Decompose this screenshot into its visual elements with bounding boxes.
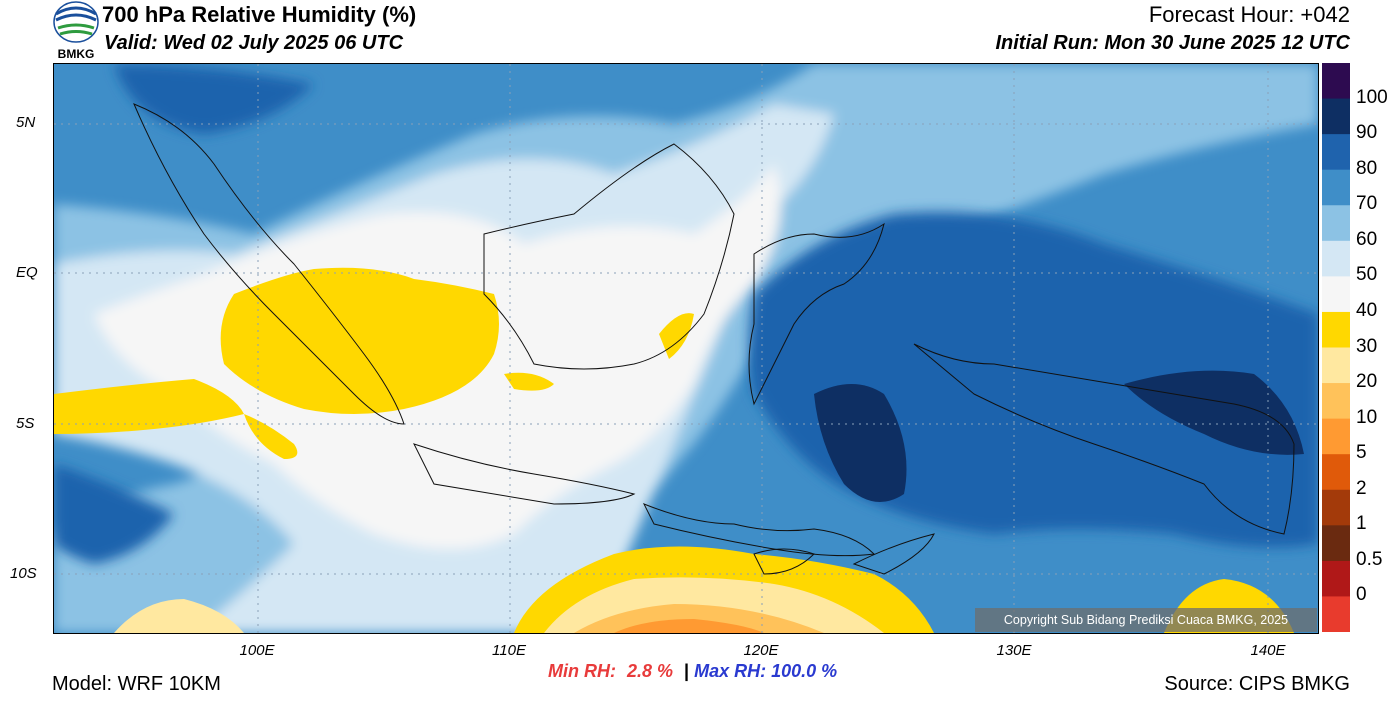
colorbar-swatch bbox=[1322, 240, 1350, 277]
valid-time: Valid: Wed 02 July 2025 06 UTC bbox=[104, 32, 404, 54]
colorbar-tick-label: 30 bbox=[1356, 335, 1378, 357]
colorbar-tick-label: 70 bbox=[1356, 193, 1378, 215]
colorbar-swatches bbox=[1322, 63, 1350, 633]
colorbar-swatch bbox=[1322, 347, 1350, 384]
copyright-notice: Copyright Sub Bidang Prediksi Cuaca BMKG… bbox=[975, 608, 1317, 632]
colorbar-swatch bbox=[1322, 418, 1350, 455]
bmkg-logo: BMKG bbox=[52, 0, 100, 61]
rh-stats: Min RH: 2.8 % | Max RH: 100.0 % bbox=[548, 661, 837, 682]
lon-label-140e: 140E bbox=[1250, 642, 1286, 659]
colorbar-tick-label: 5 bbox=[1356, 442, 1367, 464]
dry-patch-c bbox=[659, 313, 694, 359]
lat-label-10s: 10S bbox=[10, 565, 37, 582]
humidity-map bbox=[53, 63, 1319, 634]
source-info: Source: CIPS BMKG bbox=[1164, 673, 1350, 695]
dry-area-indian-ocean bbox=[54, 379, 244, 434]
colorbar-swatch bbox=[1322, 596, 1350, 633]
lat-label-eq: EQ bbox=[16, 264, 38, 281]
lon-label-130e: 130E bbox=[996, 642, 1032, 659]
dry-5-10 bbox=[614, 619, 764, 633]
initial-run: Initial Run: Mon 30 June 2025 12 UTC bbox=[995, 32, 1350, 54]
lat-label-5s: 5S bbox=[16, 415, 35, 432]
colorbar-swatch bbox=[1322, 98, 1350, 135]
rh-band-80-90-west bbox=[54, 464, 174, 564]
dry-patch-b bbox=[504, 372, 554, 391]
chart-title: 700 hPa Relative Humidity (%) bbox=[102, 2, 417, 27]
colorbar-swatch bbox=[1322, 489, 1350, 526]
colorbar-swatch bbox=[1322, 525, 1350, 562]
colorbar-swatch bbox=[1322, 383, 1350, 420]
colorbar-tick-label: 2 bbox=[1356, 477, 1367, 499]
colorbar-swatch bbox=[1322, 454, 1350, 491]
rh-band-80-90-north bbox=[114, 64, 314, 134]
lon-label-100e: 100E bbox=[239, 642, 275, 659]
lat-label-5n: 5N bbox=[16, 114, 36, 131]
max-rh-label: Max RH: bbox=[694, 661, 767, 681]
rh-band-90-100-banda bbox=[814, 384, 907, 502]
colorbar-tick-label: 50 bbox=[1356, 264, 1378, 286]
colorbar-tick-label: 90 bbox=[1356, 122, 1378, 144]
colorbar bbox=[1322, 63, 1350, 633]
colorbar-tick-label: 40 bbox=[1356, 299, 1378, 321]
rh-band-90-100-papua bbox=[1124, 370, 1304, 455]
colorbar-tick-label: 0 bbox=[1356, 584, 1367, 606]
dry-sw-patch bbox=[114, 599, 244, 633]
colorbar-swatch bbox=[1322, 205, 1350, 242]
model-info: Model: WRF 10KM bbox=[52, 673, 221, 695]
min-rh-value: 2.8 % bbox=[627, 661, 674, 681]
grid-lines bbox=[54, 64, 1318, 633]
lon-label-110e: 110E bbox=[492, 642, 526, 659]
colorbar-tick-label: 80 bbox=[1356, 157, 1378, 179]
coastlines bbox=[133, 103, 1295, 575]
dry-area-sumatra bbox=[220, 267, 499, 414]
colorbar-tick-label: 100 bbox=[1356, 86, 1388, 108]
colorbar-swatch bbox=[1322, 134, 1350, 171]
forecast-hour: Forecast Hour: +042 bbox=[1148, 2, 1350, 27]
colorbar-swatch bbox=[1322, 560, 1350, 597]
lon-label-120e: 120E bbox=[743, 642, 779, 659]
max-rh-value: 100.0 % bbox=[771, 661, 838, 681]
colorbar-swatch bbox=[1322, 311, 1350, 348]
colorbar-tick-label: 0.5 bbox=[1356, 548, 1383, 570]
colorbar-tick-label: 60 bbox=[1356, 228, 1378, 250]
colorbar-tick-label: 1 bbox=[1356, 513, 1367, 535]
colorbar-tick-label: 20 bbox=[1356, 371, 1378, 393]
colorbar-swatch bbox=[1322, 169, 1350, 206]
colorbar-tick-label: 10 bbox=[1356, 406, 1378, 428]
colorbar-swatch bbox=[1322, 63, 1350, 100]
stats-separator: | bbox=[684, 661, 690, 681]
svg-text:BMKG: BMKG bbox=[58, 47, 95, 60]
colorbar-swatch bbox=[1322, 276, 1350, 313]
min-rh-label: Min RH: bbox=[548, 661, 616, 681]
dry-patch-a bbox=[244, 414, 298, 459]
